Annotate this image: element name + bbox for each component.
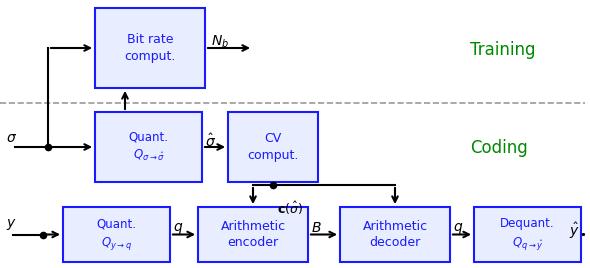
- FancyBboxPatch shape: [95, 8, 205, 88]
- Text: Arithmetic
decoder: Arithmetic decoder: [362, 219, 428, 250]
- Text: CV
comput.: CV comput.: [247, 132, 299, 162]
- Text: $\sigma$: $\sigma$: [6, 131, 17, 145]
- Text: Quant.
$Q_{\sigma\to\hat{\sigma}}$: Quant. $Q_{\sigma\to\hat{\sigma}}$: [129, 131, 169, 163]
- Text: Dequant.
$Q_{q\to\hat{y}}$: Dequant. $Q_{q\to\hat{y}}$: [500, 217, 555, 252]
- FancyBboxPatch shape: [340, 207, 450, 262]
- Text: $q$: $q$: [173, 221, 183, 236]
- FancyBboxPatch shape: [198, 207, 308, 262]
- Text: $\hat{\sigma}$: $\hat{\sigma}$: [205, 133, 216, 150]
- Text: $N_b$: $N_b$: [211, 34, 229, 50]
- FancyBboxPatch shape: [474, 207, 581, 262]
- Text: Bit rate
comput.: Bit rate comput.: [124, 33, 176, 63]
- FancyBboxPatch shape: [95, 112, 202, 182]
- Text: $B$: $B$: [311, 221, 322, 234]
- Text: $\hat{y}$: $\hat{y}$: [569, 221, 580, 241]
- Text: Arithmetic
encoder: Arithmetic encoder: [221, 219, 286, 250]
- Text: Quant.
$Q_{y\to q}$: Quant. $Q_{y\to q}$: [97, 217, 136, 252]
- Text: $y$: $y$: [6, 218, 17, 233]
- Text: $\mathbf{c}(\hat{\sigma})$: $\mathbf{c}(\hat{\sigma})$: [277, 200, 303, 217]
- Text: $q$: $q$: [453, 221, 463, 236]
- FancyBboxPatch shape: [228, 112, 318, 182]
- Text: Training: Training: [470, 41, 536, 59]
- FancyBboxPatch shape: [63, 207, 170, 262]
- Text: Coding: Coding: [470, 139, 527, 157]
